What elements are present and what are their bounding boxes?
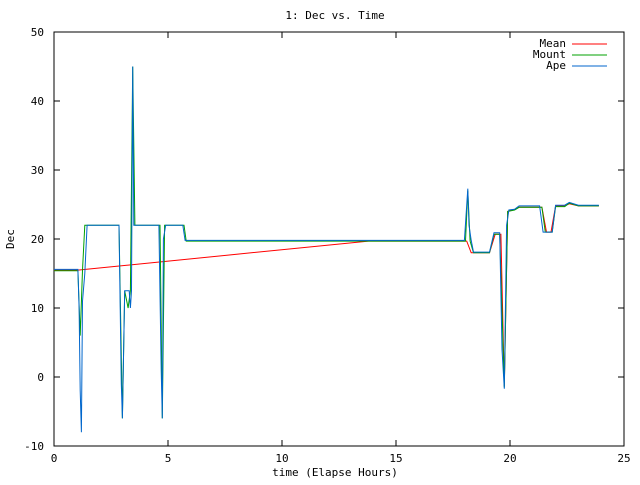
- legend-label: Ape: [546, 59, 566, 72]
- x-tick-label: 5: [165, 452, 172, 465]
- x-axis-label: time (Elapse Hours): [272, 466, 398, 479]
- y-axis-label: Dec: [4, 229, 17, 249]
- x-tick-label: 20: [503, 452, 516, 465]
- series-ape-line: [54, 66, 599, 433]
- y-tick-label: 30: [31, 164, 44, 177]
- legend-label: Mount: [533, 48, 566, 61]
- y-tick-label: 50: [31, 26, 44, 39]
- plot-area-frame: [53, 31, 625, 447]
- y-tick-label: 20: [31, 233, 44, 246]
- y-tick-label: -10: [24, 440, 44, 453]
- chart-title: 1: Dec vs. Time: [285, 9, 384, 22]
- x-tick-label: 10: [275, 452, 288, 465]
- y-tick-label: 40: [31, 95, 44, 108]
- series-mean-line: [54, 203, 599, 387]
- axis-ticks: 0 5 10 15 20 25 -10 0 10 20 30 40 50: [24, 26, 631, 465]
- x-tick-label: 15: [389, 452, 402, 465]
- series-mount-line: [54, 66, 599, 419]
- x-tick-label: 25: [617, 452, 630, 465]
- x-tick-label: 0: [51, 452, 58, 465]
- y-tick-label: 0: [37, 371, 44, 384]
- legend-label: Mean: [540, 37, 567, 50]
- series-lines: [54, 66, 599, 433]
- y-tick-label: 10: [31, 302, 44, 315]
